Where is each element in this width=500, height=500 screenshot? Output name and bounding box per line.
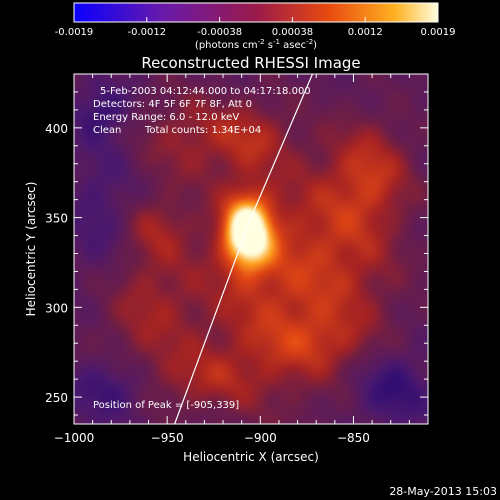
colorbar-tick-label: 0.0012 <box>348 27 383 38</box>
x-tick-label: −900 <box>244 431 277 445</box>
plot-frame <box>73 73 429 425</box>
colorbar <box>73 2 439 23</box>
annotation-counts: Total counts: 1.34E+04 <box>144 125 261 136</box>
heatmap-image <box>74 74 428 424</box>
annotation-block: 5-Feb-2003 04:12:44.000 to 04:17:18.000 … <box>93 86 311 411</box>
x-tick-label: −1000 <box>54 431 95 445</box>
colorbar-unit-label: (photons cm-2 s-1 asec-2) <box>195 38 317 51</box>
colorbar-tick-label: 0.0019 <box>421 27 456 38</box>
y-tick-label: 350 <box>45 212 68 226</box>
colorbar-ticks: -0.0019 -0.0012 -0.00038 0.00038 0.0012 0.001… <box>55 17 456 38</box>
chart-title: Reconstructed RHESSI Image <box>141 54 360 72</box>
annotation-time: 5-Feb-2003 04:12:44.000 to 04:17:18.000 <box>100 86 311 97</box>
axis-ticks: −1000 −950 −900 −850 250 300 350 400 <box>45 74 428 445</box>
annotation-method: Clean <box>93 125 121 136</box>
colorbar-tick-label: -0.0012 <box>127 27 166 38</box>
annotation-detectors: Detectors: 4F 5F 6F 7F 8F, Att 0 <box>93 99 252 110</box>
colorbar-tick-label: 0.00038 <box>272 27 313 38</box>
annotation-energy: Energy Range: 6.0 - 12.0 keV <box>93 112 239 123</box>
colorbar-tick-label: -0.00038 <box>197 27 242 38</box>
x-axis-label: Heliocentric X (arcsec) <box>183 450 319 464</box>
colorbar-tick-label: -0.0019 <box>55 27 94 38</box>
footer-timestamp: 28-May-2013 15:03 <box>389 485 497 498</box>
annotation-peak: Position of Peak = [-905,339] <box>93 400 239 411</box>
y-tick-label: 400 <box>45 122 68 136</box>
y-axis-label: Heliocentric Y (arcsec) <box>24 182 38 317</box>
x-tick-label: −850 <box>337 431 370 445</box>
y-tick-label: 250 <box>45 391 68 405</box>
y-tick-label: 300 <box>45 301 68 315</box>
solar-limb-line <box>174 74 314 424</box>
x-tick-label: −950 <box>151 431 184 445</box>
